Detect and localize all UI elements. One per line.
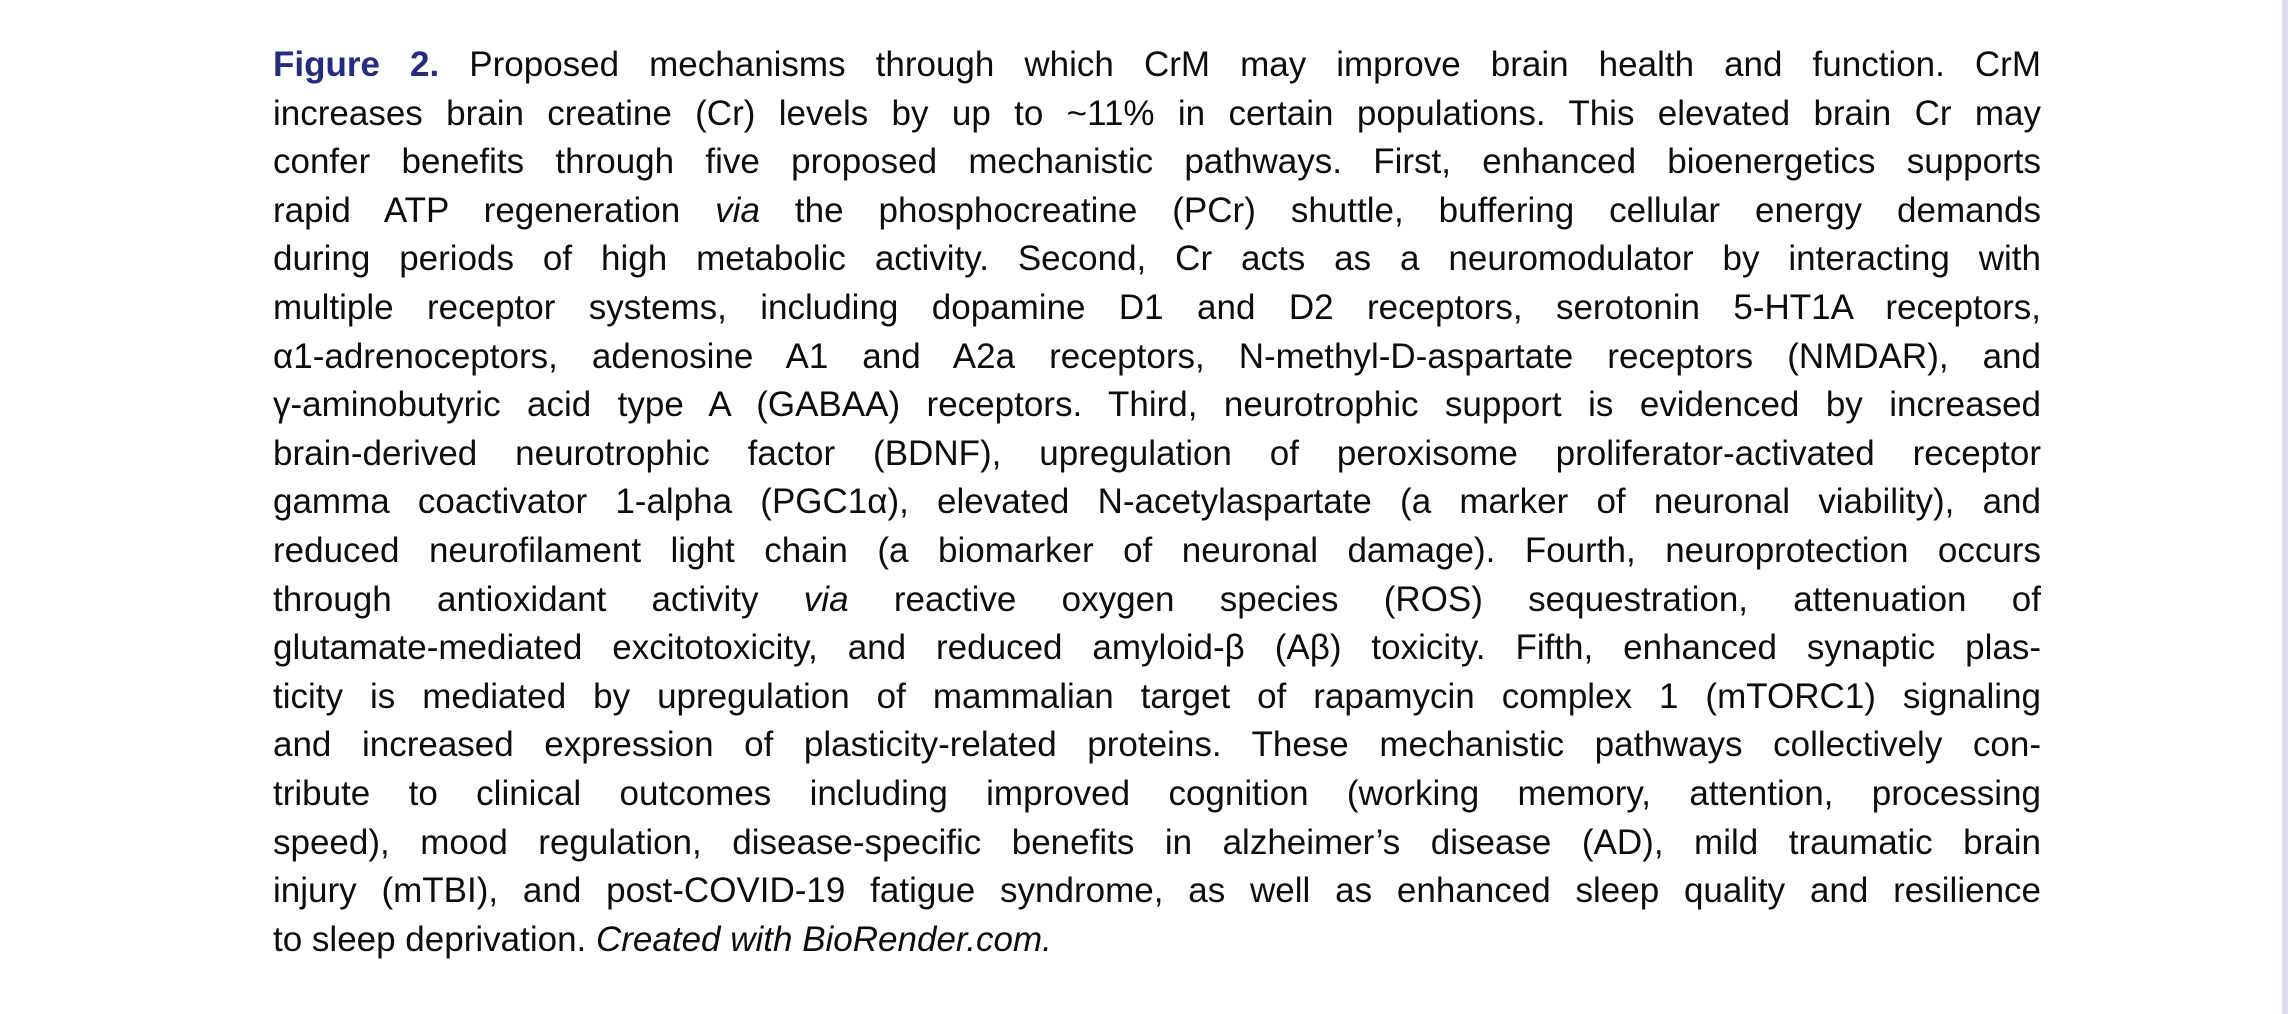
caption-text: multiple receptor systems, including dop… bbox=[273, 287, 2041, 327]
caption-line-4: rapid ATP regeneration via the phosphocr… bbox=[273, 187, 2041, 236]
caption-line-15: and increased expression of plasticity-r… bbox=[273, 721, 2041, 770]
page-right-edge-strip bbox=[2282, 0, 2288, 1014]
caption-text: reduced neurofilament light chain (a bio… bbox=[273, 530, 2041, 570]
caption-text: increases brain creatine (Cr) levels by … bbox=[273, 93, 2041, 133]
caption-text: Proposed mechanisms through which CrM ma… bbox=[439, 45, 2041, 84]
caption-text: confer benefits through five proposed me… bbox=[273, 142, 2041, 182]
caption-text: glutamate-mediated excitotoxicity, and r… bbox=[273, 628, 2041, 668]
caption-line-14: ticity is mediated by upregulation of ma… bbox=[273, 673, 2041, 722]
caption-line-5: during periods of high metabolic activit… bbox=[273, 235, 2041, 284]
caption-text: α1-adrenoceptors, adenosine A1 and A2a r… bbox=[273, 336, 2041, 376]
caption-line-1: Figure 2. Proposed mechanisms through wh… bbox=[273, 41, 2041, 90]
caption-text: the phosphocreatine (PCr) shuttle, buffe… bbox=[759, 190, 2041, 230]
caption-text: reactive oxygen species (ROS) sequestrat… bbox=[848, 579, 2041, 619]
caption-line-12: through antioxidant activity via reactiv… bbox=[273, 576, 2041, 625]
via-italic: via bbox=[715, 190, 760, 230]
caption-line-16: tribute to clinical outcomes including i… bbox=[273, 770, 2041, 819]
caption-text: through antioxidant activity bbox=[273, 579, 804, 619]
caption-text: ticity is mediated by upregulation of ma… bbox=[273, 676, 2041, 716]
caption-line-13: glutamate-mediated excitotoxicity, and r… bbox=[273, 624, 2041, 673]
caption-text: speed), mood regulation, disease-specifi… bbox=[273, 822, 2041, 862]
caption-text: rapid ATP regeneration bbox=[273, 190, 716, 230]
via-italic: via bbox=[803, 579, 849, 619]
caption-line-19: to sleep deprivation. Created with BioRe… bbox=[273, 916, 2041, 965]
figure-label: Figure 2. bbox=[273, 45, 440, 84]
biorender-credit: Created with BioRender.com. bbox=[595, 919, 1052, 959]
caption-text: brain-derived neurotrophic factor (BDNF)… bbox=[273, 433, 2041, 473]
caption-text: gamma coactivator 1-alpha (PGC1α), eleva… bbox=[273, 482, 2041, 522]
caption-text: during periods of high metabolic activit… bbox=[273, 239, 2041, 279]
figure-caption: Figure 2. Proposed mechanisms through wh… bbox=[273, 41, 2041, 964]
caption-line-6: multiple receptor systems, including dop… bbox=[273, 284, 2041, 333]
caption-line-8: γ-aminobutyric acid type A (GABAA) recep… bbox=[273, 381, 2041, 430]
caption-text: injury (mTBI), and post-COVID-19 fatigue… bbox=[273, 871, 2041, 911]
caption-line-17: speed), mood regulation, disease-specifi… bbox=[273, 819, 2041, 868]
caption-line-10: gamma coactivator 1-alpha (PGC1α), eleva… bbox=[273, 478, 2041, 527]
caption-text: and increased expression of plasticity-r… bbox=[273, 725, 2041, 765]
caption-text: to sleep deprivation. bbox=[273, 919, 596, 959]
caption-text: tribute to clinical outcomes including i… bbox=[273, 773, 2041, 813]
caption-line-2: increases brain creatine (Cr) levels by … bbox=[273, 90, 2041, 139]
caption-text: γ-aminobutyric acid type A (GABAA) recep… bbox=[273, 385, 2041, 425]
caption-line-7: α1-adrenoceptors, adenosine A1 and A2a r… bbox=[273, 333, 2041, 382]
caption-line-3: confer benefits through five proposed me… bbox=[273, 138, 2041, 187]
caption-line-18: injury (mTBI), and post-COVID-19 fatigue… bbox=[273, 867, 2041, 916]
caption-line-11: reduced neurofilament light chain (a bio… bbox=[273, 527, 2041, 576]
caption-line-9: brain-derived neurotrophic factor (BDNF)… bbox=[273, 430, 2041, 479]
